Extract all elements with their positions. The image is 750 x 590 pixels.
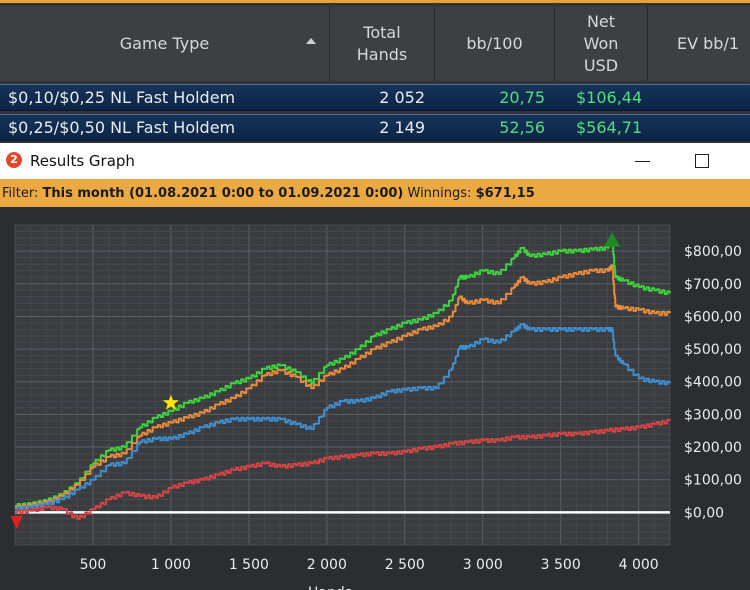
table-row[interactable]: $0,10/$0,25 NL Fast Holdem 2 052 20,75 $… [0, 84, 750, 111]
column-header-game-type[interactable]: Game Type [0, 6, 330, 81]
maximize-icon[interactable] [695, 154, 709, 168]
column-header-label: Hands [356, 44, 408, 64]
x-axis-label: Hands [308, 585, 352, 590]
y-tick-label: $400,00 [684, 375, 742, 391]
y-tick-label: $500,00 [684, 342, 742, 358]
sort-ascending-icon[interactable] [306, 38, 316, 44]
column-header-label: Total [363, 22, 401, 42]
star-marker [162, 394, 179, 410]
series-line-3 [15, 322, 671, 511]
column-header-label: Game Type [119, 33, 210, 53]
cell-bb100: 52,56 [499, 118, 545, 137]
min-marker-triangle [10, 516, 23, 530]
x-tick-label: 1 000 [151, 557, 191, 573]
cell-net-won: $106,44 [576, 88, 643, 107]
minimize-icon[interactable] [634, 151, 652, 171]
results-graph[interactable]: $0,00 $100,00 $200,00 $300,00 $400,00 $500,00… [0, 207, 750, 590]
y-tick-label: $600,00 [684, 309, 742, 325]
window-title: Results Graph [30, 152, 135, 170]
y-tick-label: $300,00 [684, 407, 742, 423]
series-line-1 [15, 238, 671, 508]
x-tick-label: 1 500 [229, 557, 269, 573]
filter-bar[interactable]: Filter: This month (01.08.2021 0:00 to 0… [0, 179, 750, 207]
series-line-2 [15, 264, 671, 510]
x-tick-label: 3 000 [463, 557, 503, 573]
cell-total-hands: 2 149 [379, 118, 425, 137]
y-tick-label: $800,00 [684, 244, 742, 260]
x-tick-label: 2 500 [385, 557, 425, 573]
series-line-4 [15, 419, 671, 520]
cell-total-hands: 2 052 [379, 88, 425, 107]
x-tick-label: 2 000 [307, 557, 347, 573]
column-header-label: USD [583, 55, 619, 75]
results-graph-titlebar: 2 Results Graph [0, 143, 750, 179]
winnings-label: Winnings: [407, 186, 472, 201]
x-tick-label: 4 000 [619, 557, 659, 573]
filter-label: Filter: [2, 186, 39, 201]
x-tick-label: 500 [80, 557, 107, 573]
column-header-label: bb/100 [466, 33, 523, 53]
cell-game-type: $0,10/$0,25 NL Fast Holdem [8, 88, 236, 107]
y-tick-label: $100,00 [684, 473, 742, 489]
x-tick-label: 3 500 [541, 557, 581, 573]
y-tick-label: $0,00 [684, 505, 724, 521]
results-chart[interactable]: $0,00 $100,00 $200,00 $300,00 $400,00 $500,00… [0, 207, 750, 590]
cell-game-type: $0,25/$0,50 NL Fast Holdem [8, 118, 236, 137]
filter-value: This month (01.08.2021 0:00 to 01.09.202… [42, 186, 404, 201]
column-header-net-won[interactable]: Net Won USD [555, 6, 648, 81]
table-row[interactable]: $0,25/$0,50 NL Fast Holdem 2 149 52,56 $… [0, 114, 750, 141]
column-header-total-hands[interactable]: Total Hands [330, 6, 435, 81]
column-header-ev[interactable]: EV bb/1 [648, 6, 750, 81]
y-tick-label: $200,00 [684, 440, 742, 456]
cell-bb100: 20,75 [499, 88, 545, 107]
stats-table: Game Type Total Hands bb/100 Net Won USD [0, 0, 750, 142]
y-tick-label: $700,00 [684, 277, 742, 293]
cell-net-won: $564,71 [576, 118, 643, 137]
max-marker-triangle [604, 231, 621, 247]
column-header-bb100[interactable]: bb/100 [435, 6, 555, 81]
column-header-label: EV bb/1 [676, 33, 740, 53]
winnings-value: $671,15 [475, 186, 535, 201]
table-header: Game Type Total Hands bb/100 Net Won USD [0, 6, 750, 81]
column-header-label: Won [583, 33, 619, 53]
column-header-label: Net [586, 11, 616, 31]
app-logo-icon: 2 [6, 152, 22, 168]
